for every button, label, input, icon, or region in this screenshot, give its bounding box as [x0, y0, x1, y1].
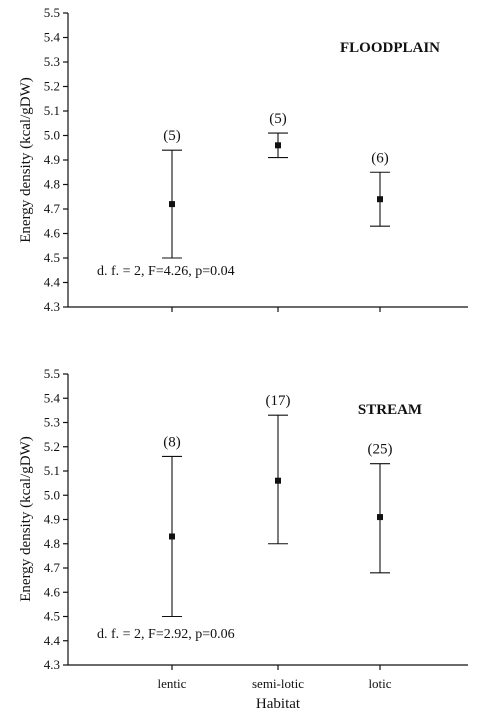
- panel-2-stat-annotation: d. f. = 2, F=2.92, p=0.06: [97, 627, 235, 642]
- panel-2-y-tick-label: 4.4: [44, 633, 61, 648]
- panel-2-y-axis-label: Energy density (kcal/gDW): [18, 436, 34, 602]
- panel-2-n-label-lentic: (8): [163, 434, 181, 450]
- panel-1-y-tick-label: 5.5: [44, 5, 60, 20]
- panel-1-title: FLOODPLAIN: [340, 40, 440, 56]
- panel-1-y-tick-label: 4.7: [44, 201, 61, 216]
- panel-2-y-tick-label: 5.3: [44, 415, 60, 430]
- panel-1-y-tick-label: 5.4: [44, 30, 61, 45]
- panel-2-y-tick-label: 5.0: [44, 487, 60, 502]
- panel-1-n-label-lentic: (5): [163, 128, 181, 144]
- panel-2-y-tick-label: 5.2: [44, 439, 60, 454]
- panel-2-mean-point-semi-lotic: [275, 477, 281, 484]
- panel-2-x-tick-label: lotic: [368, 676, 391, 691]
- panel-2-mean-point-lentic: [169, 533, 175, 540]
- panel-1-y-tick-label: 4.6: [44, 226, 61, 241]
- panel-2-y-tick-label: 4.9: [44, 512, 60, 527]
- panel-2-y-tick-label: 4.3: [44, 657, 60, 672]
- panel-1-y-tick-label: 5.0: [44, 128, 60, 143]
- panel-2-x-tick-label: lentic: [158, 676, 187, 691]
- panel-1-y-tick-label: 4.5: [44, 250, 60, 265]
- panel-2-y-tick-label: 5.5: [44, 366, 60, 381]
- panel-2-y-tick-label: 4.5: [44, 609, 60, 624]
- panel-2-y-tick-label: 5.1: [44, 463, 60, 478]
- panel-1-mean-point-lentic: [169, 201, 175, 208]
- panel-2-n-label-lotic: (25): [368, 442, 393, 458]
- panel-2-title: STREAM: [358, 402, 422, 418]
- panel-2-y-tick-label: 4.6: [44, 584, 61, 599]
- panel-1-n-label-lotic: (6): [371, 150, 389, 166]
- panel-2-x-axis-label: Habitat: [256, 696, 301, 712]
- panel-1-y-tick-label: 5.3: [44, 54, 60, 69]
- panel-2-n-label-semi-lotic: (17): [266, 393, 291, 409]
- panel-1-stat-annotation: d. f. = 2, F=4.26, p=0.04: [97, 264, 235, 279]
- panel-1-mean-point-semi-lotic: [275, 142, 281, 149]
- panel-1-n-label-semi-lotic: (5): [269, 111, 287, 127]
- panel-1-y-axis-label: Energy density (kcal/gDW): [18, 77, 34, 243]
- panel-2-y-tick-label: 5.4: [44, 390, 61, 405]
- panel-1-y-tick-label: 4.8: [44, 177, 60, 192]
- panel-2-x-tick-label: semi-lotic: [252, 676, 304, 691]
- panel-1-y-tick-label: 4.9: [44, 152, 60, 167]
- panel-1-y-tick-label: 5.2: [44, 79, 60, 94]
- panel-2-y-tick-label: 4.8: [44, 536, 60, 551]
- panel-1-y-tick-label: 4.4: [44, 275, 61, 290]
- panel-2-mean-point-lotic: [377, 514, 383, 521]
- panel-1-y-tick-label: 5.1: [44, 103, 60, 118]
- panel-2-y-tick-label: 4.7: [44, 560, 61, 575]
- panel-1-y-tick-label: 4.3: [44, 299, 60, 314]
- panel-1-mean-point-lotic: [377, 196, 383, 203]
